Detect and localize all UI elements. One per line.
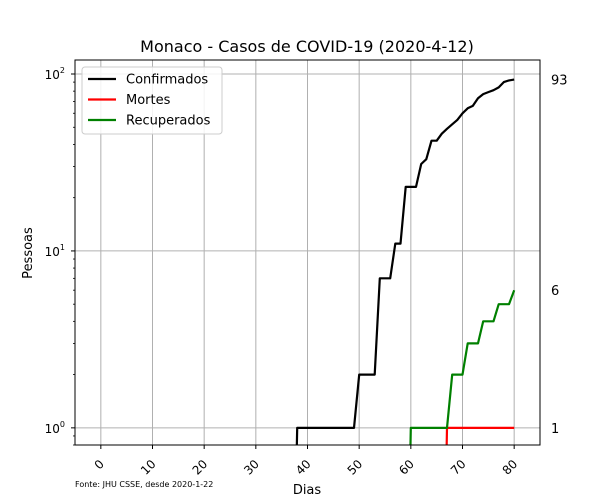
x-tick-label: 40	[293, 457, 314, 478]
chart-title: Monaco - Casos de COVID-19 (2020-4-12)	[140, 37, 474, 56]
y-tick-label: 102	[45, 66, 65, 82]
x-tick-label: 80	[500, 457, 521, 478]
y-axis-ticks: 100 101 102	[45, 66, 75, 446]
x-tick-label: 60	[396, 457, 417, 478]
series-layer	[295, 78, 516, 445]
x-tick-label: 10	[138, 457, 159, 478]
legend: Confirmados Mortes Recuperados	[81, 66, 223, 135]
legend-box	[81, 66, 223, 135]
x-axis-ticks: 0 10 20 30 40 50 60 70 80	[92, 445, 521, 478]
legend-label: Confirmados	[126, 73, 208, 88]
legend-label: Mortes	[126, 93, 171, 108]
series-line-confirmados	[295, 78, 515, 445]
right-value-labels: 93 6 1	[551, 74, 568, 437]
right-value-label: 6	[551, 284, 559, 299]
y-tick-label: 101	[45, 243, 65, 259]
y-tick-label: 100	[45, 420, 65, 436]
x-tick-label: 20	[190, 457, 211, 478]
y-axis-label: Pessoas	[21, 227, 36, 279]
x-tick-label: 0	[92, 457, 107, 472]
right-value-label: 93	[551, 74, 568, 89]
x-tick-label: 50	[345, 457, 366, 478]
x-tick-label: 70	[448, 457, 469, 478]
right-value-label: 1	[551, 422, 559, 437]
x-axis-label: Dias	[293, 483, 322, 498]
legend-label: Recuperados	[126, 114, 211, 129]
series-line-recuperados	[409, 289, 516, 445]
x-tick-label: 30	[241, 457, 262, 478]
source-note: Fonte: JHU CSSE, desde 2020-1-22	[75, 480, 213, 489]
